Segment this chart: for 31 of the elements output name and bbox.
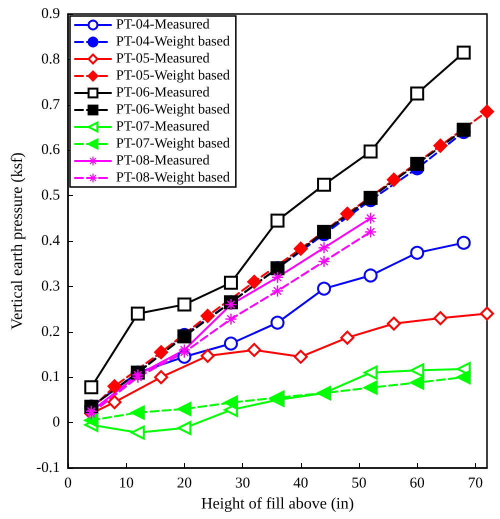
x-tick-label: 60 (410, 476, 425, 492)
y-tick-label: 0.1 (41, 369, 60, 386)
x-tick-label: 50 (351, 476, 366, 492)
legend-label: PT-08-Measured (116, 154, 210, 168)
legend-label: PT-06-Weight based (116, 102, 230, 118)
y-tick-label: 0.5 (41, 188, 60, 204)
y-tick-label: 0.8 (41, 51, 60, 68)
x-tick-label: 40 (293, 476, 308, 492)
y-tick-label: 0.2 (41, 324, 60, 340)
legend-label: PT-05-Measured (116, 52, 210, 66)
legend-label: PT-05-Weight based (116, 68, 230, 84)
legend-label: PT-04-Measured (116, 18, 210, 32)
x-tick-label: 70 (468, 476, 483, 492)
x-tick-label: 20 (176, 476, 192, 492)
y-axis-title: Vertical earth pressure (ksf) (8, 152, 26, 330)
y-tick-label: -0.1 (36, 460, 60, 476)
legend-label: PT-04-Weight based (116, 34, 230, 50)
legend-label: PT-07-Measured (116, 120, 210, 134)
y-tick-label: 0.9 (41, 6, 60, 22)
y-tick-label: 0.7 (41, 96, 60, 113)
x-tick-label: 10 (118, 476, 134, 492)
legend-label: PT-06-Measured (116, 86, 210, 100)
x-axis-title: Height of fill above (in) (201, 496, 354, 512)
y-tick-label: 0.4 (41, 233, 60, 249)
y-tick-label: 0.6 (41, 142, 60, 158)
legend-label: PT-07-Weight based (116, 136, 230, 152)
x-tick-label: 0 (64, 476, 72, 492)
y-tick-label: 0.3 (41, 278, 60, 294)
y-tick-label: 0 (52, 414, 60, 431)
legend-label: PT-08-Weight based (116, 170, 230, 186)
x-tick-label: 30 (235, 476, 250, 492)
